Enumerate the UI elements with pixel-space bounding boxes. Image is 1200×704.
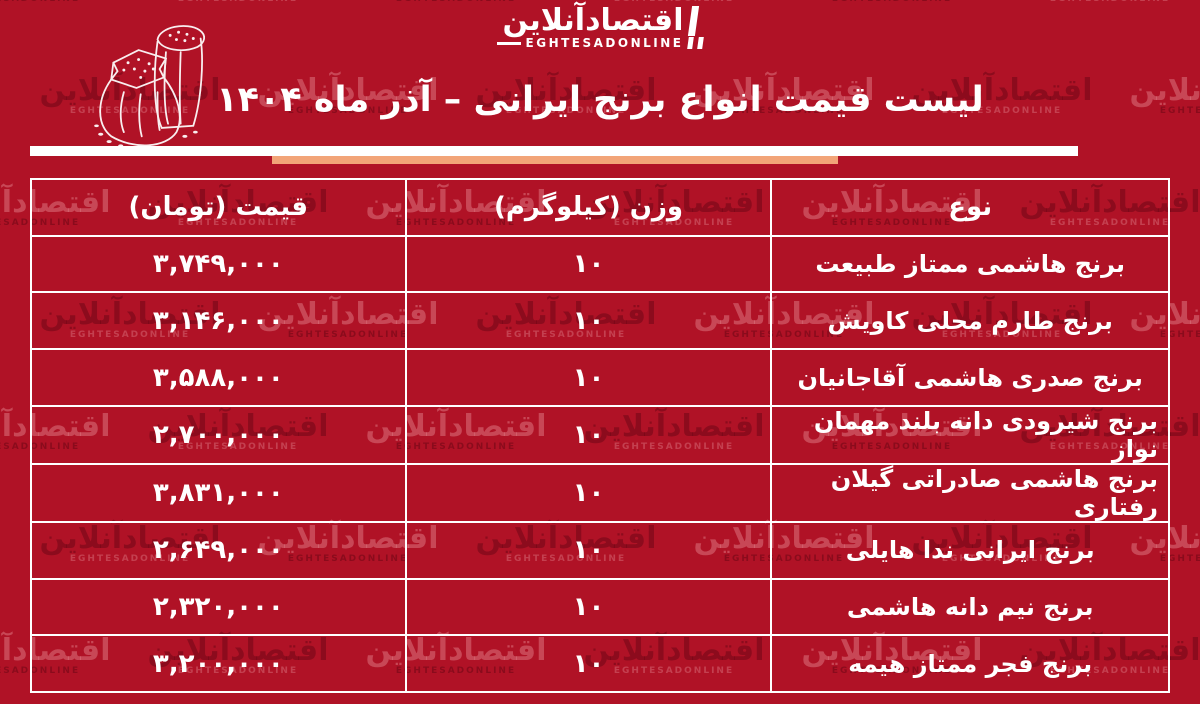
table-header-row: نوع وزن (کیلوگرم) قیمت (تومان) xyxy=(32,180,1168,235)
table-row: برنج صدری هاشمی آقاجانیان ۱۰ ۳,۵۸۸,۰۰۰ xyxy=(32,348,1168,405)
table-row: برنج هاشمی صادراتی گیلان رفتاری ۱۰ ۳,۸۳۱… xyxy=(32,462,1168,521)
cell-type: برنج شیرودی دانه بلند مهمان نواز xyxy=(770,406,1168,463)
cell-type: برنج صدری هاشمی آقاجانیان xyxy=(770,350,1168,405)
cell-price: ۲,۷۰۰,۰۰۰ xyxy=(152,419,284,450)
table-row: برنج نیم دانه هاشمی ۱۰ ۲,۳۲۰,۰۰۰ xyxy=(32,577,1168,635)
cell-weight: ۱۰ xyxy=(404,406,771,463)
brand-logo-bar-icon xyxy=(697,37,705,49)
column-header-price: قیمت (تومان) xyxy=(128,192,309,223)
cell-weight: ۱۰ xyxy=(404,636,771,692)
brand-logo-bar-icon xyxy=(688,6,700,36)
cell-price: ۳,۸۳۱,۰۰۰ xyxy=(152,477,284,508)
table-row: برنج هاشمی ممتاز طبیعت ۱۰ ۳,۷۴۹,۰۰۰ xyxy=(32,234,1168,292)
cell-price: ۲,۳۲۰,۰۰۰ xyxy=(152,591,284,622)
divider-rule xyxy=(30,146,1078,156)
brand-logo-bar-icon xyxy=(687,37,695,49)
cell-type: برنج نیم دانه هاشمی xyxy=(770,579,1168,635)
brand-logo: اقتصادآنلاین EGHTESADONLINE xyxy=(0,6,1200,49)
price-table: نوع وزن (کیلوگرم) قیمت (تومان) برنج هاشم… xyxy=(30,178,1170,693)
cell-weight: ۱۰ xyxy=(404,350,771,405)
table-row: برنج طارم محلی کاویش ۱۰ ۳,۱۴۶,۰۰۰ xyxy=(32,291,1168,349)
table-row: برنج شیرودی دانه بلند مهمان نواز ۱۰ ۲,۷۰… xyxy=(32,404,1168,463)
cell-price: ۳,۱۴۶,۰۰۰ xyxy=(152,305,284,336)
cell-type: برنج هاشمی ممتاز طبیعت xyxy=(770,236,1168,292)
column-header-weight: وزن (کیلوگرم) xyxy=(404,180,771,235)
cell-weight: ۱۰ xyxy=(404,579,771,635)
cell-price: ۲,۶۴۹,۰۰۰ xyxy=(152,535,284,566)
cell-weight: ۱۰ xyxy=(404,236,771,292)
column-header-type: نوع xyxy=(770,180,1168,235)
cell-price: ۳,۷۴۹,۰۰۰ xyxy=(152,249,284,280)
cell-price: ۳,۵۸۸,۰۰۰ xyxy=(152,362,284,393)
cell-type: برنج هاشمی صادراتی گیلان رفتاری xyxy=(770,464,1168,521)
cell-type: برنج فجر ممتاز هیمه xyxy=(770,636,1168,692)
table-row: برنج فجر ممتاز هیمه ۱۰ ۳,۲۰۰,۰۰۰ xyxy=(32,634,1168,692)
cell-weight: ۱۰ xyxy=(404,464,771,521)
table-row: برنج ایرانی ندا هایلی ۱۰ ۲,۶۴۹,۰۰۰ xyxy=(32,520,1168,578)
page-title: لیست قیمت انواع برنج ایرانی – آذر ماه ۱۴… xyxy=(216,80,984,120)
rice-sacks-illustration xyxy=(94,25,205,150)
cell-type: برنج طارم محلی کاویش xyxy=(770,293,1168,349)
brand-logo-dash-icon xyxy=(496,41,521,45)
brand-logo-latin: EGHTESADONLINE xyxy=(525,36,684,50)
cell-type: برنج ایرانی ندا هایلی xyxy=(770,522,1168,578)
cell-price: ۳,۲۰۰,۰۰۰ xyxy=(152,648,284,679)
cell-weight: ۱۰ xyxy=(404,293,771,349)
brand-logo-farsi: اقتصادآنلاین xyxy=(502,3,684,38)
cell-weight: ۱۰ xyxy=(404,522,771,578)
